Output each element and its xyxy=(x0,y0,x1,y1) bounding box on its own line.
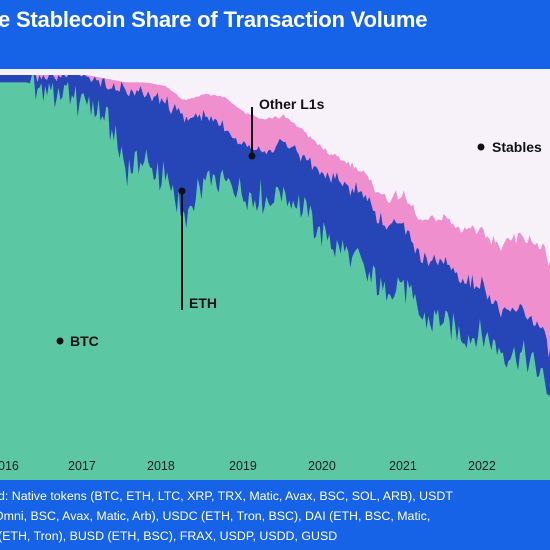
stacked-area-chart: BTC ETH Other L1s Stables 016 2017 2018 2019 20… xyxy=(0,75,550,480)
x-tick-label: 2019 xyxy=(229,459,257,473)
annotation-dot-btc xyxy=(56,337,64,345)
chart-panel: BTC ETH Other L1s Stables 016 2017 2018 2019 20… xyxy=(0,69,550,480)
footer-line-3: (ETH, Tron), BUSD (ETH, BSC), FRAX, USDP… xyxy=(0,529,338,543)
x-tick-label: 2021 xyxy=(389,459,417,473)
x-axis-ticks: 016 2017 2018 2019 2020 2021 2022 xyxy=(0,459,496,473)
chart-title: e Stablecoin Share of Transaction Volume xyxy=(0,7,428,32)
footer-line-2: Omni, BSC, Avax, Matic, Arb), USDC (ETH,… xyxy=(0,509,431,523)
area-layers xyxy=(0,75,550,480)
footer-note: d: Native tokens (BTC, ETH, LTC, XRP, TR… xyxy=(0,488,550,550)
annotation-dot-stables xyxy=(477,143,485,151)
x-tick-label: 016 xyxy=(0,459,19,473)
annotation-label-other-l1s: Other L1s xyxy=(259,96,325,112)
x-tick-label: 2017 xyxy=(68,459,96,473)
x-tick-label: 2020 xyxy=(308,459,336,473)
annotation-label-stables: Stables xyxy=(492,139,542,155)
annotation-label-eth: ETH xyxy=(189,295,217,311)
annotation-dot-other-l1s xyxy=(248,152,256,160)
footer-line-1: d: Native tokens (BTC, ETH, LTC, XRP, TR… xyxy=(0,489,453,503)
x-tick-label: 2022 xyxy=(468,459,496,473)
annotation-label-btc: BTC xyxy=(70,333,99,349)
x-tick-label: 2018 xyxy=(147,459,175,473)
annotation-layer: BTC ETH Other L1s Stables xyxy=(56,96,542,349)
area-btc xyxy=(0,75,550,480)
title-area: e Stablecoin Share of Transaction Volume xyxy=(0,0,550,46)
annotation-dot-eth xyxy=(178,187,186,195)
